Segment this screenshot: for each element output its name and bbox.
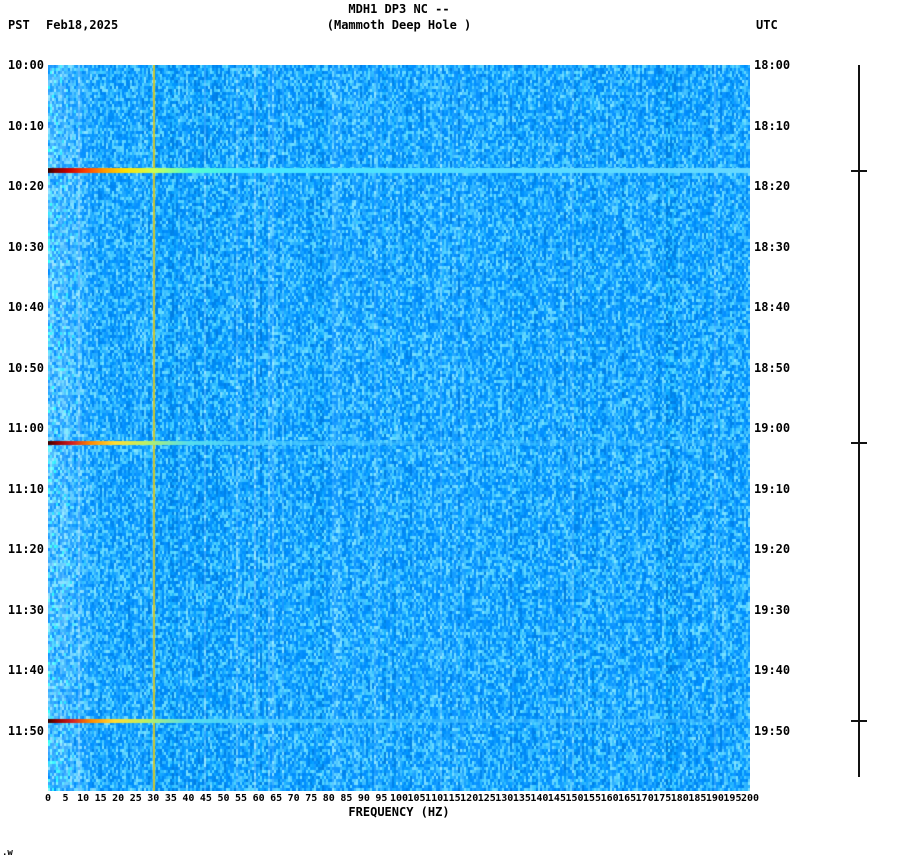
frequency-tick-label: 10 [77, 793, 90, 804]
frequency-tick-label: 30 [147, 793, 160, 804]
frequency-tick-label: 40 [182, 793, 195, 804]
frequency-tick-label: 70 [287, 793, 300, 804]
frequency-tick-label: 115 [442, 793, 461, 804]
frequency-tick-label: 185 [688, 793, 707, 804]
frequency-tick-label: 105 [407, 793, 426, 804]
frequency-tick-label: 150 [565, 793, 584, 804]
frequency-tick-label: 110 [425, 793, 444, 804]
right-axis-tick-label: 18:30 [754, 239, 791, 254]
frequency-tick-label: 90 [357, 793, 370, 804]
right-axis-tick-label: 19:10 [754, 481, 791, 496]
frequency-tick-label: 85 [340, 793, 353, 804]
frequency-tick-label: 140 [530, 793, 549, 804]
right-axis-tick-label: 18:40 [754, 300, 791, 314]
spectrogram-canvas [48, 65, 750, 791]
left-axis-tick-label: 11:00 [7, 421, 44, 435]
right-axis-tick-label: 18:10 [754, 118, 791, 133]
frequency-tick-label: 100 [389, 793, 409, 804]
page-title: MDH1 DP3 NC -- [348, 2, 450, 16]
frequency-tick-label: 125 [477, 793, 496, 804]
frequency-tick-label: 165 [618, 793, 637, 804]
frequency-tick-label: 75 [305, 793, 318, 804]
frequency-tick-label: 45 [199, 793, 212, 804]
right-axis-tick-label: 19:20 [754, 542, 791, 556]
side-marker [850, 65, 868, 779]
side-marker-line [858, 65, 860, 777]
frequency-tick-label: 200 [740, 793, 760, 804]
left-axis-tick-label: 10:30 [7, 239, 44, 254]
right-axis-tick-label: 18:20 [754, 179, 791, 193]
left-axis-tick-label: 11:30 [7, 602, 44, 617]
frequency-tick-label: 130 [495, 793, 514, 804]
frequency-tick-label: 190 [705, 793, 724, 804]
timezone-right-label: UTC [756, 18, 778, 32]
side-marker-event-tick [851, 442, 867, 445]
page-subtitle: (Mammoth Deep Hole ) [326, 18, 472, 32]
frequency-tick-label: 195 [723, 793, 742, 804]
frequency-axis-title: FREQUENCY (HZ) [348, 805, 450, 819]
frequency-tick-label: 80 [322, 793, 335, 804]
right-axis-tick-label: 19:00 [754, 421, 791, 435]
right-axis-tick-label: 19:50 [754, 723, 791, 738]
frequency-tick-label: 175 [653, 793, 672, 804]
frequency-tick-label: 5 [62, 793, 69, 804]
date-label: Feb18,2025 [46, 18, 119, 32]
left-axis-tick-label: 11:20 [7, 542, 44, 556]
left-axis-tick-label: 10:20 [7, 179, 44, 193]
right-axis-tick-label: 18:50 [754, 360, 791, 375]
right-axis-tick-label: 19:30 [754, 602, 791, 617]
left-axis-tick-label: 10:10 [7, 118, 44, 133]
frequency-tick-label: 155 [583, 793, 602, 804]
frequency-tick-label: 20 [112, 793, 125, 804]
frequency-tick-label: 0 [44, 793, 52, 804]
left-axis-tick-label: 11:10 [7, 481, 44, 496]
frequency-tick-label: 55 [235, 793, 248, 804]
frequency-tick-label: 50 [217, 793, 230, 804]
frequency-tick-label: 65 [270, 793, 283, 804]
frequency-tick-label: 60 [252, 793, 265, 804]
frequency-tick-label: 180 [670, 793, 689, 804]
right-axis-tick-label: 18:00 [754, 58, 791, 72]
left-axis-tick-label: 11:40 [7, 663, 44, 677]
left-axis-tick-label: 10:50 [7, 360, 44, 375]
watermark: .w [2, 848, 13, 858]
left-axis-tick-label: 11:50 [7, 723, 44, 738]
frequency-tick-label: 120 [460, 793, 479, 804]
left-axis-tick-label: 10:40 [7, 300, 44, 314]
frequency-tick-label: 135 [512, 793, 531, 804]
side-marker-event-tick [851, 169, 867, 172]
timezone-left-label: PST [8, 18, 30, 32]
frequency-tick-label: 25 [129, 793, 142, 804]
frequency-tick-label: 95 [375, 793, 388, 804]
frequency-tick-label: 15 [94, 793, 107, 804]
frequency-tick-label: 170 [635, 793, 654, 804]
frequency-tick-label: 145 [547, 793, 566, 804]
side-marker-event-tick [851, 720, 867, 723]
frequency-tick-label: 160 [600, 793, 619, 804]
left-axis-tick-label: 10:00 [7, 58, 44, 72]
right-axis-tick-label: 19:40 [754, 663, 791, 677]
frequency-tick-label: 35 [164, 793, 177, 804]
